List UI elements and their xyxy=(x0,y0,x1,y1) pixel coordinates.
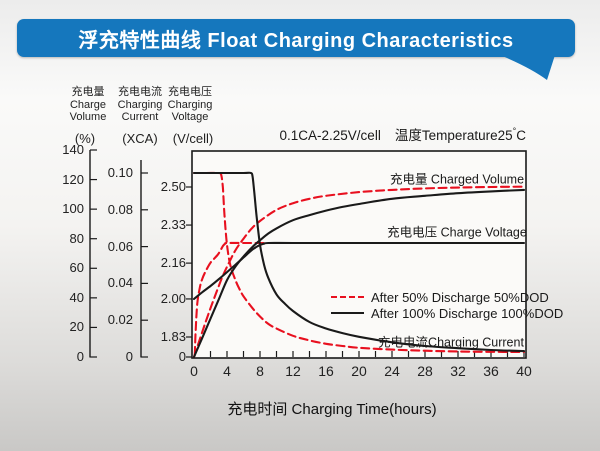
curve-label-charged-volume: 充电量 Charged Volume xyxy=(389,172,525,187)
x-axis-title: 充电时间 Charging Time(hours) xyxy=(227,401,437,418)
curve-label-charge-voltage: 充电电压 Charge Voltage xyxy=(387,225,527,240)
axis-header-line: Charging xyxy=(167,98,213,111)
curve-charging-current-50dod xyxy=(192,171,526,354)
curve-charge-voltage-100dod xyxy=(192,241,526,300)
title-banner: 浮充特性曲线 Float Charging Characteristics xyxy=(17,19,575,57)
legend-line-sample-dashed xyxy=(331,296,364,298)
axis-header-line: Charge xyxy=(69,98,107,111)
axis-unit-percent: (%) xyxy=(74,131,96,146)
legend-label: After 50% Discharge 50%DOD xyxy=(371,289,549,305)
legend-label: After 100% Discharge 100%DOD xyxy=(371,305,564,321)
axis-header-charging-voltage: 充电电压 Charging Voltage xyxy=(151,86,229,124)
axis-unit-vcell: (V/cell) xyxy=(172,131,214,146)
axis-header-line: 充电电压 xyxy=(168,86,212,98)
legend-item-100dod: After 100% Discharge 100%DOD xyxy=(331,305,563,321)
curve-charging-current-100dod xyxy=(192,171,526,353)
degree-symbol: ° xyxy=(512,126,517,136)
axis-header-line: Current xyxy=(121,111,159,123)
axis-header-charge-volume: 充电量 Charge Volume xyxy=(49,86,127,124)
chart-legend: After 50% Discharge 50%DOD After 100% Di… xyxy=(331,289,563,321)
temperature-text: 温度Temperature25 xyxy=(394,128,513,143)
temperature-unit: C xyxy=(516,128,526,143)
legend-item-50dod: After 50% Discharge 50%DOD xyxy=(331,289,563,305)
legend-line-sample-solid xyxy=(331,312,364,314)
curve-charge-voltage-50dod xyxy=(193,241,267,356)
axis-header-line: 充电量 xyxy=(71,86,105,98)
page-title: 浮充特性曲线 Float Charging Characteristics xyxy=(78,29,514,52)
axis-header-charging-current: 充电电流 Charging Current xyxy=(101,86,179,124)
condition-text: 0.1CA-2.25V/cell xyxy=(279,128,381,143)
axis-header-line: Volume xyxy=(69,111,107,123)
curve-charged-volume-100dod xyxy=(192,188,526,358)
axis-unit-xca: (XCA) xyxy=(122,131,158,146)
axis-header-line: 充电电流 xyxy=(118,86,162,98)
curve-label-charging-current: 充电电流Charging Current xyxy=(378,335,524,350)
banner-tail-decoration xyxy=(500,55,555,80)
curve-charged-volume-50dod xyxy=(192,185,526,358)
chart-condition-annotation: 0.1CA-2.25V/cell 温度Temperature25°C xyxy=(280,124,526,144)
axis-header-line: Voltage xyxy=(171,111,209,123)
axis-header-line: Charging xyxy=(117,98,163,111)
